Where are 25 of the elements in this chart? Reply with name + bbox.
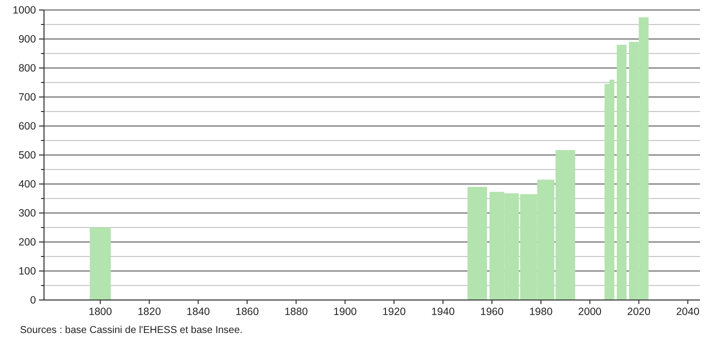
y-tick-label: 1000 [12, 4, 36, 17]
x-tick-label: 1820 [138, 306, 162, 318]
y-tick-label: 300 [18, 208, 36, 220]
x-tick-label: 1900 [333, 306, 357, 318]
y-tick-label: 800 [18, 62, 36, 75]
x-tick-label: 1920 [382, 306, 406, 318]
x-tick-label: 1800 [88, 306, 112, 318]
y-tick-label: 700 [18, 92, 36, 104]
y-tick-label: 500 [18, 150, 36, 162]
x-tick-label: 1860 [235, 306, 260, 318]
x-tick-label: 1880 [284, 306, 308, 318]
y-tick-label: 100 [18, 266, 36, 278]
x-tick-label: 2000 [578, 306, 602, 318]
x-tick-label: 1980 [529, 306, 553, 318]
y-tick-label: 0 [30, 294, 36, 307]
x-tick-label: 2040 [676, 306, 700, 318]
y-tick-label: 900 [18, 34, 36, 46]
x-tick-label: 1840 [186, 306, 210, 318]
source-note: Sources : base Cassini de l'EHESS et base Insee. [20, 325, 243, 336]
y-tick-label: 600 [18, 120, 36, 133]
x-tick-label: 1940 [431, 306, 455, 318]
x-tick-label: 2020 [627, 306, 651, 318]
y-tick-label: 200 [18, 236, 36, 249]
y-tick-label: 400 [18, 178, 36, 191]
x-tick-label: 1960 [480, 306, 504, 318]
